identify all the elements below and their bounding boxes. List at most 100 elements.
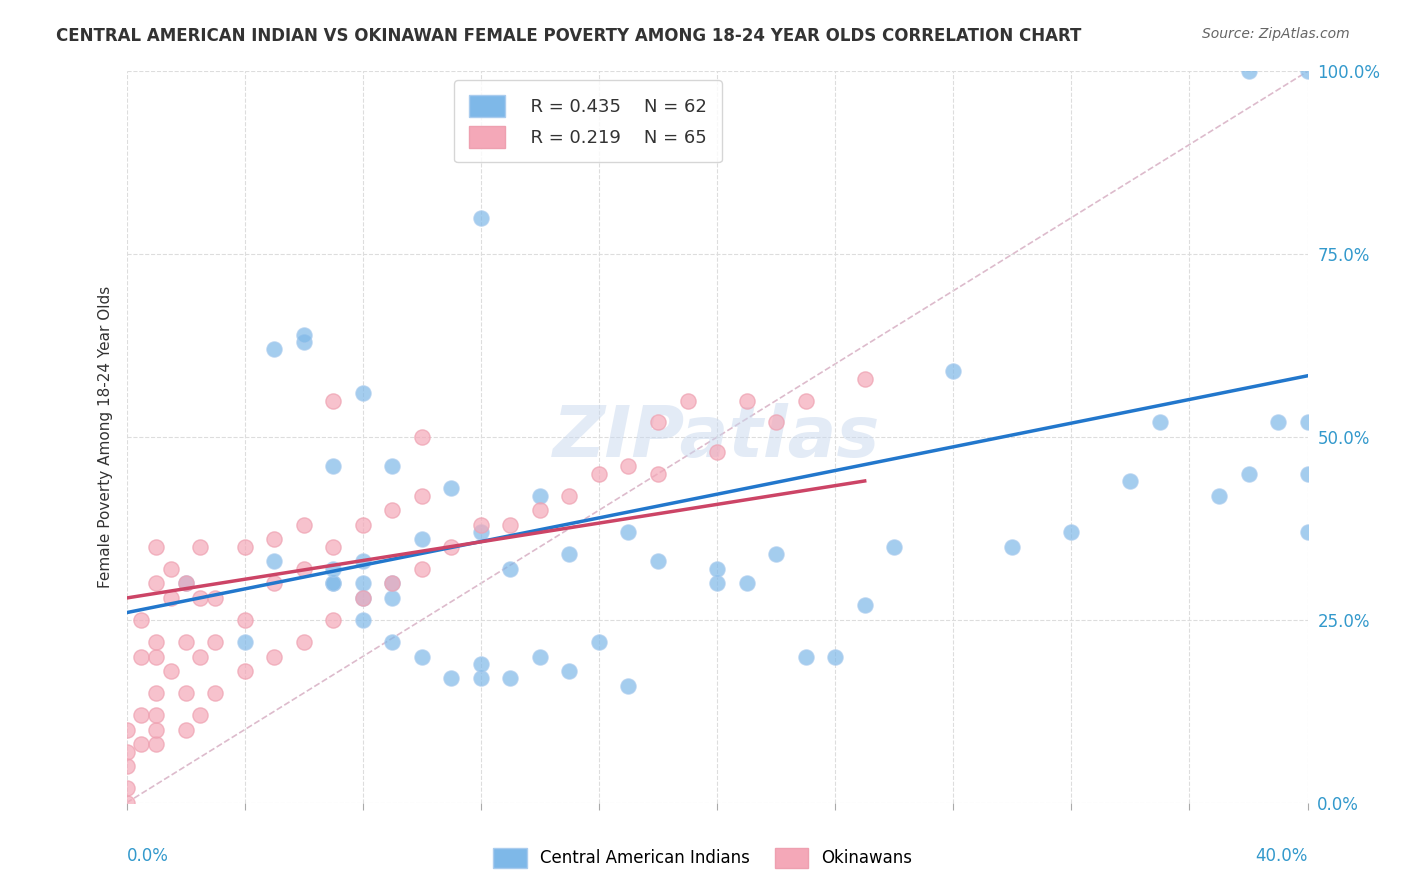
Legend: Central American Indians, Okinawans: Central American Indians, Okinawans — [486, 841, 920, 875]
Point — [322, 459, 344, 474]
Point — [322, 576, 344, 591]
Point — [381, 503, 404, 517]
Point — [352, 517, 374, 532]
Point — [853, 599, 876, 613]
Point — [765, 416, 787, 430]
Point — [617, 459, 640, 474]
Point — [145, 649, 167, 664]
Point — [1060, 525, 1083, 540]
Point — [470, 517, 492, 532]
Point — [529, 649, 551, 664]
Text: 40.0%: 40.0% — [1256, 847, 1308, 864]
Point — [352, 591, 374, 605]
Point — [588, 635, 610, 649]
Point — [411, 533, 433, 547]
Point — [352, 576, 374, 591]
Point — [188, 591, 212, 605]
Point — [470, 672, 492, 686]
Point — [411, 430, 433, 444]
Point — [440, 672, 463, 686]
Point — [1296, 467, 1319, 481]
Point — [174, 576, 197, 591]
Point — [765, 547, 787, 561]
Point — [322, 576, 344, 591]
Point — [1326, 343, 1348, 357]
Point — [440, 540, 463, 554]
Point — [1355, 517, 1378, 532]
Point — [292, 517, 315, 532]
Point — [499, 517, 522, 532]
Text: ZIPatlas: ZIPatlas — [554, 402, 880, 472]
Point — [381, 635, 404, 649]
Point — [794, 649, 817, 664]
Point — [129, 613, 153, 627]
Point — [1326, 371, 1348, 385]
Point — [204, 591, 226, 605]
Point — [676, 393, 699, 408]
Point — [233, 635, 256, 649]
Point — [115, 723, 138, 737]
Point — [233, 540, 256, 554]
Point — [1296, 416, 1319, 430]
Point — [115, 759, 138, 773]
Point — [292, 562, 315, 576]
Point — [174, 635, 197, 649]
Point — [160, 591, 183, 605]
Point — [115, 745, 138, 759]
Legend:   R = 0.435    N = 62,   R = 0.219    N = 65: R = 0.435 N = 62, R = 0.219 N = 65 — [454, 80, 721, 162]
Point — [381, 459, 404, 474]
Point — [352, 613, 374, 627]
Point — [145, 576, 167, 591]
Point — [1237, 64, 1260, 78]
Point — [129, 649, 153, 664]
Point — [617, 525, 640, 540]
Point — [292, 635, 315, 649]
Point — [352, 591, 374, 605]
Point — [263, 343, 285, 357]
Point — [322, 562, 344, 576]
Point — [381, 576, 404, 591]
Point — [1237, 467, 1260, 481]
Point — [145, 723, 167, 737]
Point — [883, 540, 905, 554]
Point — [188, 649, 212, 664]
Point — [529, 489, 551, 503]
Text: CENTRAL AMERICAN INDIAN VS OKINAWAN FEMALE POVERTY AMONG 18-24 YEAR OLDS CORRELA: CENTRAL AMERICAN INDIAN VS OKINAWAN FEMA… — [56, 27, 1081, 45]
Point — [411, 649, 433, 664]
Point — [558, 664, 581, 678]
Point — [174, 576, 197, 591]
Point — [145, 635, 167, 649]
Point — [824, 649, 846, 664]
Point — [233, 664, 256, 678]
Y-axis label: Female Poverty Among 18-24 Year Olds: Female Poverty Among 18-24 Year Olds — [97, 286, 112, 588]
Point — [322, 540, 344, 554]
Point — [381, 576, 404, 591]
Point — [174, 686, 197, 700]
Point — [145, 708, 167, 723]
Point — [145, 737, 167, 751]
Point — [129, 737, 153, 751]
Point — [204, 635, 226, 649]
Point — [558, 489, 581, 503]
Point — [647, 554, 669, 568]
Text: Source: ZipAtlas.com: Source: ZipAtlas.com — [1202, 27, 1350, 41]
Point — [529, 503, 551, 517]
Point — [411, 562, 433, 576]
Point — [558, 547, 581, 561]
Point — [145, 540, 167, 554]
Point — [647, 416, 669, 430]
Point — [263, 533, 285, 547]
Point — [115, 796, 138, 810]
Text: 0.0%: 0.0% — [127, 847, 169, 864]
Point — [381, 591, 404, 605]
Point — [499, 562, 522, 576]
Point — [174, 723, 197, 737]
Point — [160, 562, 183, 576]
Point — [1296, 525, 1319, 540]
Point — [129, 708, 153, 723]
Point — [322, 613, 344, 627]
Point — [735, 576, 758, 591]
Point — [706, 562, 728, 576]
Point — [263, 576, 285, 591]
Point — [1001, 540, 1024, 554]
